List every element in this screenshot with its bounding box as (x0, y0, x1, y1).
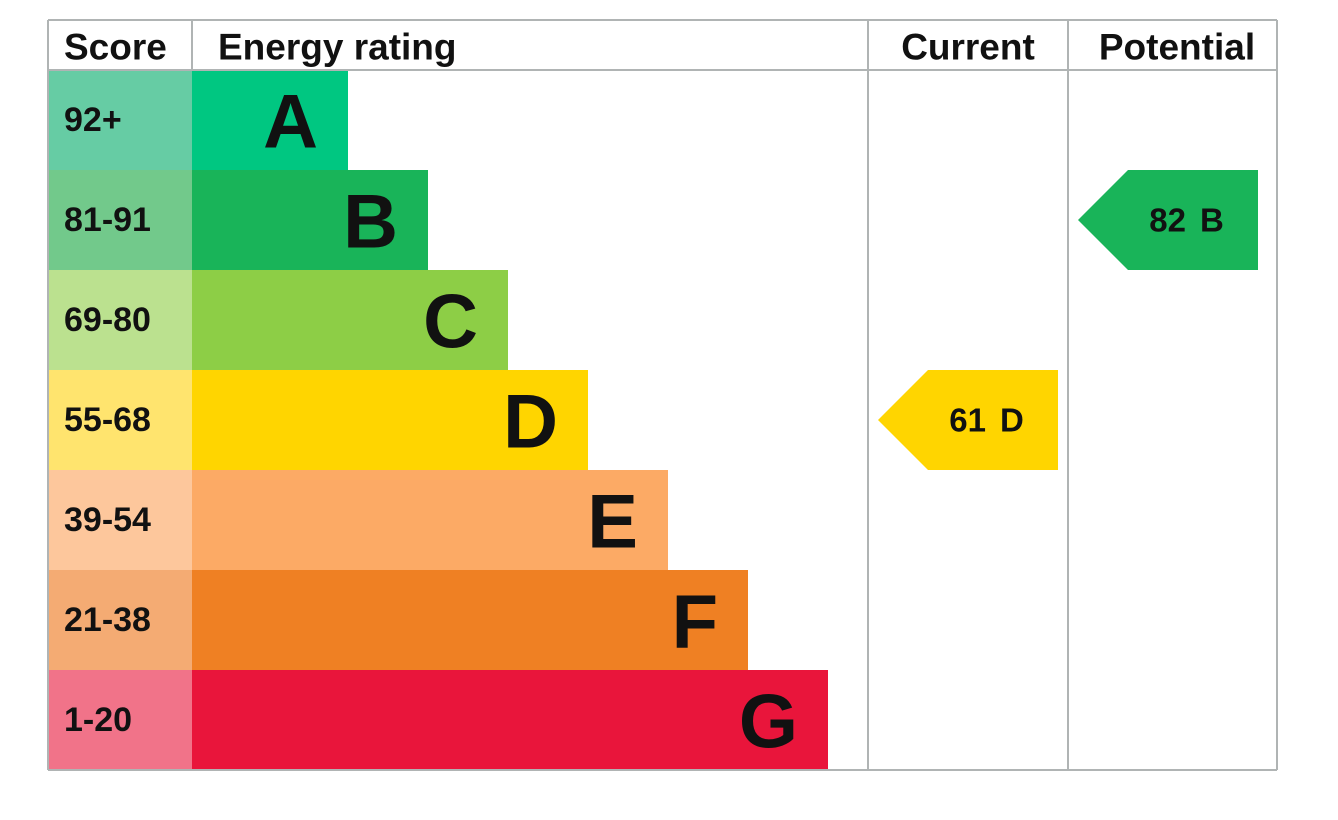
rating-bar (192, 70, 348, 170)
rating-letter: F (672, 580, 718, 665)
score-cell (48, 170, 192, 270)
header-potential: Potential (1099, 27, 1255, 68)
rating-bar (192, 570, 748, 670)
score-range: 21-38 (64, 601, 151, 639)
potential-letter: B (1200, 202, 1224, 239)
score-range: 81-91 (64, 201, 151, 239)
score-range: 1-20 (64, 701, 132, 739)
rating-bar (192, 470, 668, 570)
score-range: 69-80 (64, 301, 151, 339)
score-cell (48, 370, 192, 470)
rating-letter: G (739, 680, 798, 765)
score-range: 39-54 (64, 501, 151, 539)
score-range: 92+ (64, 101, 122, 139)
score-cell (48, 70, 192, 170)
score-cell (48, 570, 192, 670)
current-score: 61 (949, 402, 986, 439)
potential-arrow (1078, 170, 1258, 270)
header-current: Current (901, 27, 1035, 68)
potential-score: 82 (1149, 202, 1186, 239)
current-arrow (878, 370, 1058, 470)
rating-letter: C (423, 280, 478, 365)
header-rating: Energy rating (218, 27, 457, 68)
rating-bar (192, 670, 828, 770)
rating-letter: A (263, 80, 318, 165)
rating-bar (192, 270, 508, 370)
rating-letter: B (343, 180, 398, 265)
score-range: 55-68 (64, 401, 151, 439)
score-cell (48, 670, 192, 770)
rating-letter: D (503, 380, 558, 465)
header-score: Score (64, 27, 167, 68)
rating-letter: E (587, 480, 638, 565)
current-letter: D (1000, 402, 1024, 439)
score-cell (48, 270, 192, 370)
rating-bar (192, 370, 588, 470)
score-cell (48, 470, 192, 570)
rating-bar (192, 170, 428, 270)
